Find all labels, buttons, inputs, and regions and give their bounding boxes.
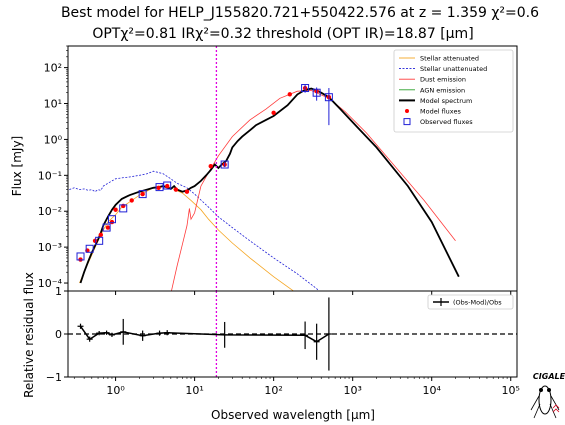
legend-entry-label: AGN emission: [420, 86, 465, 94]
sed-panel: 10⁻⁴ 10⁻³ 10⁻² 10⁻¹ 10⁰ 10¹ 10² Stellar attenua…: [38, 45, 518, 295]
x-tick-label: 10⁰: [106, 384, 125, 397]
model-flux-point: [129, 198, 134, 203]
legend-entry-label: Stellar attenuated: [420, 55, 479, 63]
observed-flux-point: [155, 183, 164, 192]
series-line-model: [79, 87, 460, 284]
observed-flux-point: [324, 93, 333, 102]
legend-entry-label: Model fluxes: [420, 108, 461, 116]
sed-legend-box: [393, 49, 514, 133]
sed-y-tick-label: 10⁰: [44, 133, 63, 146]
x-tick-label: 10¹: [185, 384, 203, 397]
residual-panel: −1 0 1 10⁰ 10¹ 10² 10³ 10⁴ 10⁵ (Obs-Mod)/Obs: [46, 285, 520, 397]
residual-legend-box: [427, 294, 514, 310]
series-line-dust: [171, 90, 456, 291]
model-flux-point: [105, 225, 111, 230]
legend-entry-label: Model spectrum: [420, 97, 472, 105]
legend-entry-label: Stellar unattenuated: [420, 65, 487, 73]
sed-y-tick-label: 10⁻⁴: [38, 277, 63, 290]
residual-legend: (Obs-Mod)/Obs: [427, 294, 514, 310]
chart-title-line1: Best model for HELP_J155820.721+550422.5…: [61, 5, 539, 21]
residual-plot-area: [68, 297, 517, 371]
model-flux-point: [140, 191, 145, 197]
residual-y-tick-label: 0: [55, 328, 62, 341]
x-tick-label: 10²: [264, 384, 282, 397]
model-flux-point: [98, 232, 103, 238]
residual-ylabel: Relative residual flux: [22, 272, 36, 398]
observed-flux-point: [119, 204, 128, 213]
sed-y-tick-label: 10⁻¹: [38, 169, 62, 182]
model-flux-point: [165, 183, 170, 189]
observed-flux-point: [312, 88, 321, 97]
cigale-logo-body: [538, 385, 552, 415]
sed-y-tick-label: 10¹: [44, 98, 62, 111]
x-tick-label: 10³: [343, 384, 361, 397]
observed-flux-point: [102, 223, 111, 232]
model-flux-point: [156, 185, 161, 190]
sed-y-tick-label: 10⁻²: [38, 205, 62, 218]
residual-y-tick-label: 1: [55, 285, 62, 298]
observed-flux-point: [163, 181, 172, 190]
observed-flux-point: [220, 160, 229, 169]
cigale-logo-text: CIGALE: [533, 372, 565, 381]
sed-y-tick-label: 10²: [44, 62, 62, 75]
observed-flux-point: [107, 215, 116, 224]
model-flux-point: [109, 219, 115, 225]
legend-entry-label: Dust emission: [420, 76, 466, 84]
residual-legend-label: (Obs-Mod)/Obs: [453, 299, 502, 307]
cigale-logo-accent: [552, 404, 560, 413]
x-tick-label: 10⁴: [422, 384, 441, 397]
sed-ylabel: Flux [mJy]: [10, 136, 24, 196]
x-axis-label: Observed wavelength [μm]: [211, 408, 375, 422]
cigale-logo-eye: [547, 388, 551, 392]
model-flux-point: [92, 238, 98, 244]
observed-flux-point: [85, 244, 94, 253]
model-flux-point: [271, 110, 276, 116]
series-line-unattenuated: [69, 170, 320, 291]
x-tick-label: 10⁵: [502, 384, 520, 397]
cigale-logo-eye: [539, 388, 543, 392]
residual-line: [79, 325, 330, 343]
model-flux-point: [113, 207, 118, 212]
residual-y-tick-label: −1: [46, 371, 62, 384]
series-line-attenuated: [79, 185, 295, 291]
chart-title-line2: OPTχ²=0.81 IRχ²=0.32 threshold (OPT IR)=…: [92, 26, 473, 42]
model-flux-point: [287, 92, 292, 97]
model-flux-point: [173, 187, 179, 192]
legend-swatch-model-fluxes: [405, 109, 409, 113]
sed-y-tick-label: 10⁻³: [38, 241, 62, 254]
model-flux-point: [184, 189, 190, 194]
model-flux-point: [208, 163, 213, 169]
sed-legend: Stellar attenuated Stellar unattenuated Du…: [393, 49, 514, 133]
observed-flux-point: [95, 236, 104, 245]
sed-plot-area: [69, 84, 460, 291]
cigale-logo-wing: [530, 395, 560, 419]
observed-flux-point: [138, 190, 147, 199]
observed-flux-point: [301, 84, 310, 93]
cigale-logo: CIGALE: [530, 372, 565, 419]
observed-flux-point: [76, 252, 85, 261]
legend-entry-label: Observed fluxes: [420, 118, 473, 126]
legend-swatch-observed-fluxes: [403, 118, 411, 126]
